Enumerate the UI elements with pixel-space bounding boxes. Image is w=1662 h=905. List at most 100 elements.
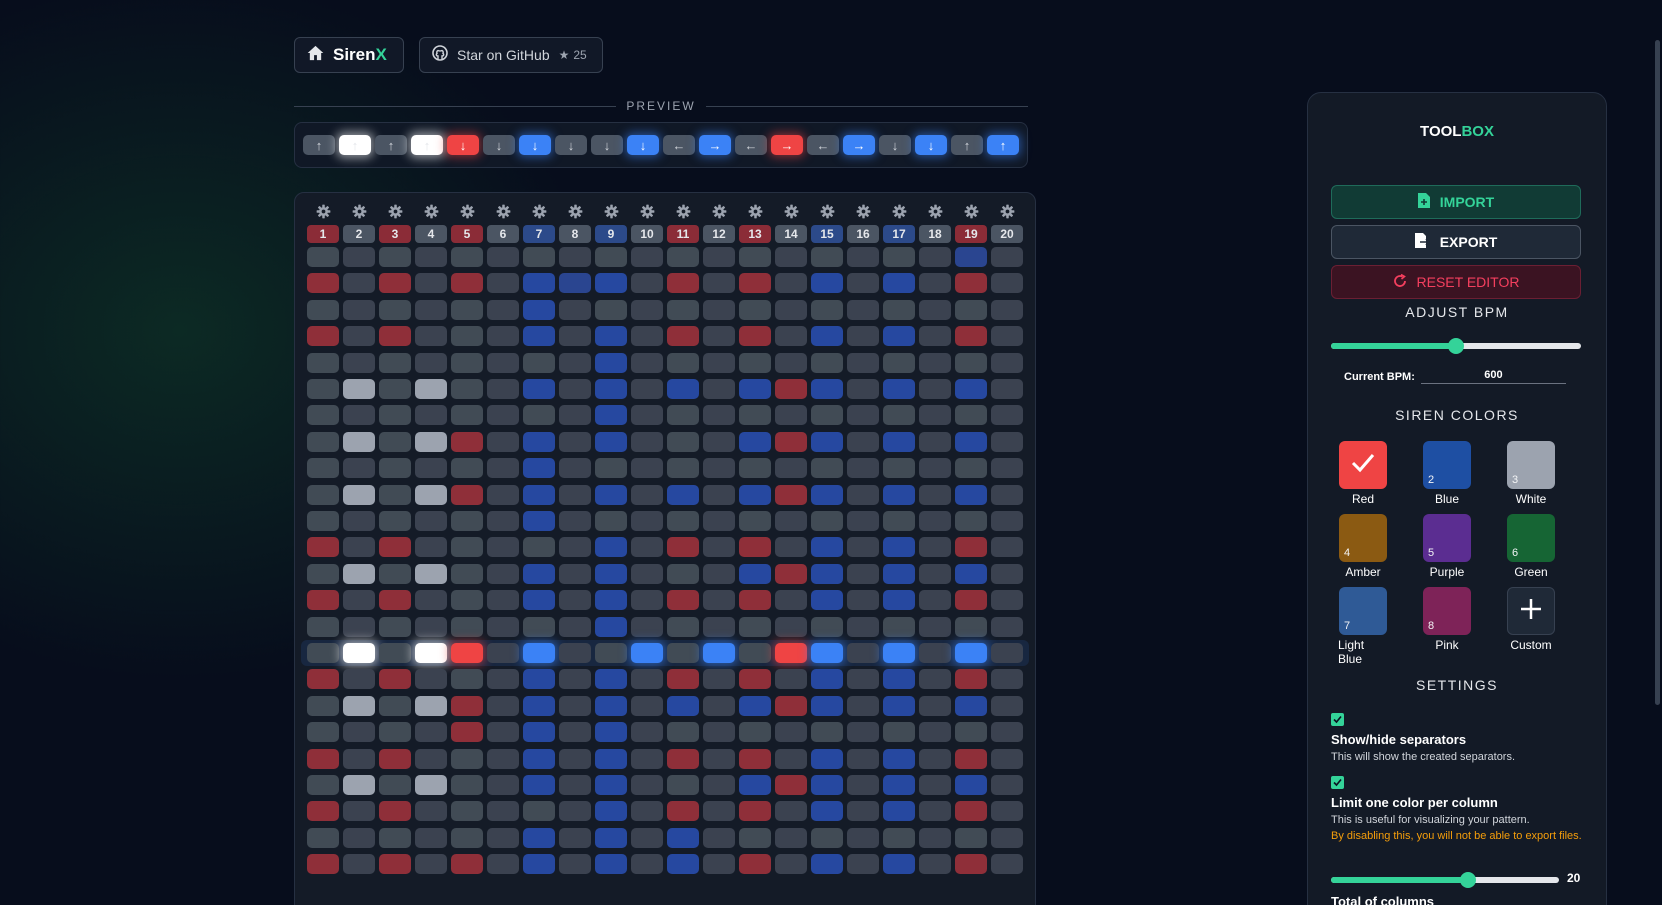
grid-cell[interactable] — [487, 801, 519, 822]
grid-cell[interactable] — [811, 431, 843, 452]
grid-cell[interactable] — [955, 669, 987, 690]
grid-cell[interactable] — [487, 827, 519, 848]
grid-cell[interactable] — [523, 748, 555, 769]
grid-cell[interactable] — [703, 748, 735, 769]
grid-cell[interactable] — [919, 827, 951, 848]
grid-cell[interactable] — [811, 801, 843, 822]
grid-cell[interactable] — [487, 590, 519, 611]
grid-cell[interactable] — [415, 379, 447, 399]
grid-cell[interactable] — [955, 748, 987, 769]
grid-cell[interactable] — [883, 669, 915, 690]
column-settings-gear-icon[interactable] — [379, 201, 411, 221]
grid-cell[interactable] — [667, 854, 699, 875]
grid-cell[interactable] — [955, 352, 987, 373]
grid-cell[interactable] — [919, 511, 951, 531]
grid-cell[interactable] — [307, 616, 339, 637]
grid-cell[interactable] — [739, 352, 771, 373]
reset-editor-button[interactable]: RESET EDITOR — [1331, 265, 1581, 299]
color-swatch[interactable]: 4 — [1339, 514, 1387, 562]
grid-cell[interactable] — [883, 352, 915, 373]
grid-cell[interactable] — [415, 748, 447, 769]
grid-cell[interactable] — [487, 722, 519, 743]
grid-cell[interactable] — [307, 379, 339, 399]
grid-cell[interactable] — [379, 511, 411, 531]
grid-cell[interactable] — [451, 511, 483, 531]
color-option-blue[interactable]: 2 Blue — [1422, 441, 1472, 506]
grid-cell[interactable] — [847, 801, 879, 822]
grid-cell[interactable] — [955, 326, 987, 347]
column-settings-gear-icon[interactable] — [739, 201, 771, 221]
bpm-slider-thumb[interactable] — [1448, 338, 1464, 354]
grid-cell[interactable] — [631, 669, 663, 690]
grid-cell[interactable] — [523, 511, 555, 531]
grid-cell[interactable] — [739, 247, 771, 267]
grid-cell[interactable] — [883, 590, 915, 611]
grid-cell[interactable] — [667, 511, 699, 531]
grid-cell[interactable] — [667, 669, 699, 690]
grid-cell[interactable] — [667, 590, 699, 611]
grid-cell[interactable] — [811, 775, 843, 795]
grid-cell[interactable] — [415, 458, 447, 479]
grid-cell[interactable] — [703, 326, 735, 347]
grid-cell[interactable] — [775, 379, 807, 399]
grid-cell[interactable] — [307, 563, 339, 584]
grid-cell[interactable] — [307, 669, 339, 690]
grid-cell[interactable] — [991, 563, 1023, 584]
grid-cell[interactable] — [991, 669, 1023, 690]
grid-cell[interactable] — [379, 405, 411, 426]
grid-cell[interactable] — [631, 511, 663, 531]
grid-cell[interactable] — [487, 379, 519, 399]
grid-cell[interactable] — [991, 299, 1023, 320]
color-swatch[interactable]: 6 — [1507, 514, 1555, 562]
color-swatch[interactable]: 8 — [1423, 587, 1471, 635]
grid-cell[interactable] — [559, 405, 591, 426]
grid-cell[interactable] — [631, 563, 663, 584]
grid-cell[interactable] — [811, 854, 843, 875]
grid-cell[interactable] — [415, 722, 447, 743]
grid-cell[interactable] — [631, 405, 663, 426]
grid-cell[interactable] — [595, 616, 627, 637]
grid-cell[interactable] — [667, 801, 699, 822]
grid-cell[interactable] — [379, 616, 411, 637]
grid-cell[interactable] — [595, 563, 627, 584]
grid-cell[interactable] — [595, 352, 627, 373]
grid-cell[interactable] — [415, 247, 447, 267]
grid-cell[interactable] — [739, 299, 771, 320]
grid-cell[interactable] — [955, 247, 987, 267]
grid-cell[interactable] — [631, 247, 663, 267]
grid-cell[interactable] — [307, 537, 339, 558]
grid-cell[interactable] — [883, 511, 915, 531]
grid-cell[interactable] — [487, 511, 519, 531]
grid-cell[interactable] — [415, 854, 447, 875]
grid-cell[interactable] — [847, 722, 879, 743]
grid-cell[interactable] — [307, 273, 339, 294]
grid-cell[interactable] — [811, 643, 843, 663]
grid-cell[interactable] — [487, 458, 519, 479]
grid-cell[interactable] — [883, 247, 915, 267]
grid-cell[interactable] — [919, 537, 951, 558]
color-option-green[interactable]: 6 Green — [1506, 514, 1556, 579]
limit-color-checkbox[interactable] — [1331, 776, 1344, 789]
grid-cell[interactable] — [451, 458, 483, 479]
grid-cell[interactable] — [523, 854, 555, 875]
grid-cell[interactable] — [919, 458, 951, 479]
grid-cell[interactable] — [523, 326, 555, 347]
grid-cell[interactable] — [343, 431, 375, 452]
grid-cell[interactable] — [415, 590, 447, 611]
grid-cell[interactable] — [775, 537, 807, 558]
grid-cell[interactable] — [739, 695, 771, 716]
grid-cell[interactable] — [667, 458, 699, 479]
grid-cell[interactable] — [343, 748, 375, 769]
grid-cell[interactable] — [919, 431, 951, 452]
grid-cell[interactable] — [523, 431, 555, 452]
grid-cell[interactable] — [811, 827, 843, 848]
grid-cell[interactable] — [307, 775, 339, 795]
grid-cell[interactable] — [919, 299, 951, 320]
grid-cell[interactable] — [919, 590, 951, 611]
grid-cell[interactable] — [631, 299, 663, 320]
grid-cell[interactable] — [559, 484, 591, 505]
grid-cell[interactable] — [775, 643, 807, 663]
grid-cell[interactable] — [991, 827, 1023, 848]
grid-cell[interactable] — [379, 537, 411, 558]
grid-cell[interactable] — [595, 590, 627, 611]
